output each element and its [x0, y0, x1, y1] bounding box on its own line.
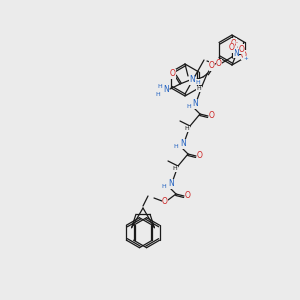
- Text: H: H: [156, 92, 161, 97]
- Text: N: N: [189, 76, 195, 85]
- Text: -: -: [236, 40, 238, 46]
- Text: N: N: [163, 85, 169, 94]
- Text: H: H: [162, 184, 167, 188]
- Text: N: N: [233, 49, 239, 58]
- Text: O: O: [209, 61, 215, 70]
- Text: O: O: [229, 44, 235, 52]
- Text: O: O: [239, 44, 245, 53]
- Text: H: H: [174, 143, 178, 148]
- Text: H: H: [196, 86, 201, 92]
- Text: H: H: [172, 167, 177, 172]
- Text: H: H: [187, 103, 191, 109]
- Text: O: O: [209, 112, 215, 121]
- Text: O: O: [216, 59, 222, 68]
- Text: O: O: [162, 196, 168, 206]
- Text: H: H: [196, 80, 200, 85]
- Text: O: O: [197, 152, 203, 160]
- Text: O: O: [170, 70, 176, 79]
- Text: O: O: [231, 38, 237, 47]
- Text: +: +: [244, 56, 248, 61]
- Text: O: O: [185, 191, 191, 200]
- Text: N: N: [180, 140, 186, 148]
- Text: H: H: [184, 127, 189, 131]
- Text: N: N: [168, 179, 174, 188]
- Text: N: N: [192, 100, 198, 109]
- Text: O: O: [241, 50, 247, 59]
- Text: H: H: [158, 83, 162, 88]
